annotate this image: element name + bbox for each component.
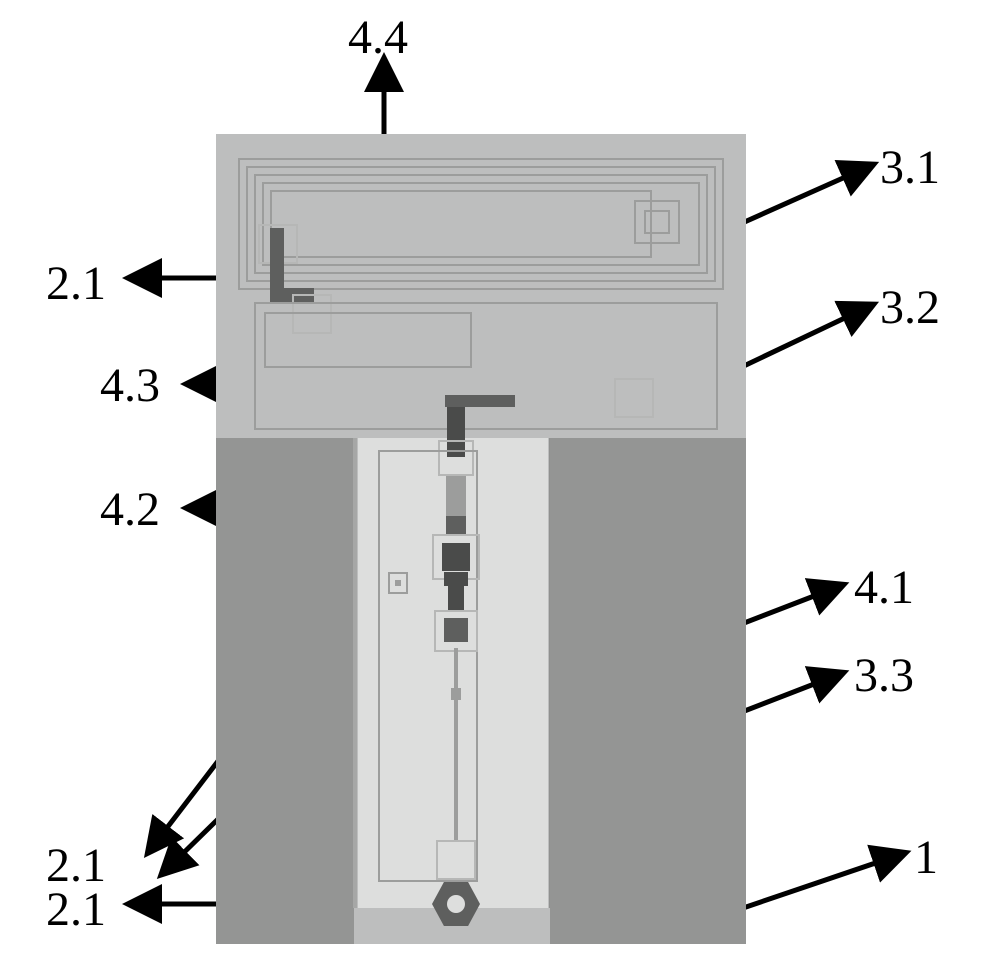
split-line-left bbox=[353, 438, 357, 908]
label-l32: 3.2 bbox=[880, 280, 940, 335]
label-l31: 3.1 bbox=[880, 140, 940, 195]
stack-metal-8 bbox=[454, 648, 458, 688]
label-l41: 4.1 bbox=[854, 560, 914, 615]
stack-metal-7 bbox=[444, 618, 468, 642]
label-l21a: 2.1 bbox=[46, 256, 106, 311]
label-l33: 3.3 bbox=[854, 648, 914, 703]
stack-metal-9 bbox=[451, 688, 461, 700]
ground-left bbox=[216, 438, 354, 944]
stack-metal-10 bbox=[454, 700, 458, 840]
label-l42: 4.2 bbox=[100, 482, 160, 537]
stack-metal-1 bbox=[446, 516, 466, 534]
stack-metal-0 bbox=[446, 476, 466, 516]
ground-right bbox=[550, 438, 746, 944]
coil-turn-4 bbox=[270, 190, 652, 258]
match-inner bbox=[264, 312, 472, 368]
stack-metal-3 bbox=[442, 543, 470, 571]
coil-inner-via bbox=[644, 210, 670, 234]
label-l1: 1 bbox=[914, 830, 938, 885]
inner-small-tick bbox=[395, 580, 401, 586]
label-l43: 4.3 bbox=[100, 358, 160, 413]
label-l44: 4.4 bbox=[348, 10, 408, 65]
bottom-via bbox=[436, 840, 476, 880]
stack-metal-4 bbox=[444, 572, 468, 586]
label-l21c: 2.1 bbox=[46, 882, 106, 937]
mid-right-via bbox=[614, 378, 654, 418]
mid-stub-0 bbox=[445, 395, 515, 407]
split-line-right bbox=[549, 438, 550, 908]
diagram-stage: { "canvas": { "w": 1000, "h": 969 }, "co… bbox=[0, 0, 1000, 969]
stack-metal-5 bbox=[448, 586, 464, 610]
hex-hole bbox=[447, 895, 465, 913]
